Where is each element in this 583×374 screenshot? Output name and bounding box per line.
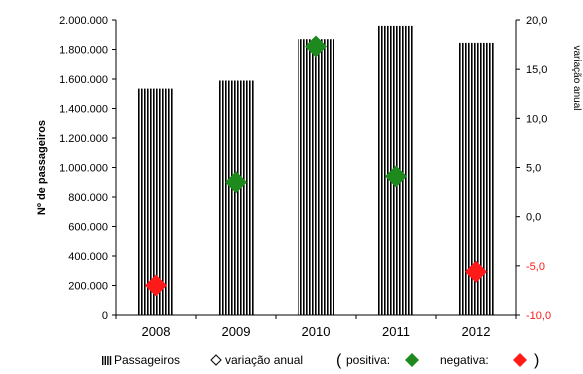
left-tick-label: 1.600.000 bbox=[59, 74, 108, 86]
left-tick-label: 1.000.000 bbox=[59, 163, 108, 175]
right-tick-label: -10,0 bbox=[526, 310, 551, 322]
x-tick-label: 2008 bbox=[142, 324, 171, 339]
right-tick-label: 10,0 bbox=[526, 113, 547, 125]
axes-layer bbox=[112, 19, 520, 319]
variacao-marker-2009 bbox=[225, 171, 247, 194]
right-tick-label: 5,0 bbox=[526, 163, 541, 175]
legend-bar-swatch bbox=[107, 356, 109, 365]
left-tick-label: 1.400.000 bbox=[59, 104, 108, 116]
variacao-marker-2012 bbox=[465, 260, 487, 283]
right-tick-label: 15,0 bbox=[526, 64, 547, 76]
legend-negativa-label: negativa: bbox=[440, 353, 489, 367]
x-tick-label: 2011 bbox=[382, 324, 410, 339]
x-tick-label: 2009 bbox=[222, 324, 251, 339]
bars-layer bbox=[138, 25, 494, 316]
legend-bar-swatch bbox=[104, 356, 106, 365]
left-axis-title: Nº de passageiros bbox=[36, 120, 48, 215]
left-tick-label: 200.000 bbox=[68, 281, 108, 293]
left-tick-label: 800.000 bbox=[68, 192, 108, 204]
left-tick-label: 400.000 bbox=[68, 251, 108, 263]
left-tick-label: 0 bbox=[102, 310, 108, 322]
right-tick-label: 0,0 bbox=[526, 212, 541, 224]
legend-positiva-label: positiva: bbox=[346, 353, 390, 367]
variacao-marker-2010 bbox=[305, 35, 327, 58]
legend-bar-swatch bbox=[109, 356, 112, 365]
legend-open-diamond-icon bbox=[210, 354, 222, 366]
right-tick-label: -5,0 bbox=[526, 261, 545, 273]
legend-passageiros-label: Passageiros bbox=[114, 353, 180, 367]
bar-passageiros-2009 bbox=[218, 80, 254, 315]
markers-layer bbox=[145, 35, 487, 297]
left-tick-label: 600.000 bbox=[68, 222, 108, 234]
legend-bar-swatch bbox=[102, 356, 104, 365]
legend-close-paren: ) bbox=[534, 352, 539, 369]
x-tick-label: 2010 bbox=[302, 324, 331, 339]
bar-passageiros-2010 bbox=[298, 39, 334, 315]
left-tick-label: 1.800.000 bbox=[59, 45, 108, 57]
labels-layer: 0 200.000 400.000 600.000 800.000 1.000.000 1.… bbox=[36, 15, 582, 339]
right-axis-title: variação anual bbox=[571, 45, 582, 110]
legend-negativa-diamond-icon bbox=[513, 353, 527, 367]
legend-open-paren: ( bbox=[336, 352, 342, 369]
left-tick-label: 2.000.000 bbox=[59, 15, 108, 27]
legend-variacao-label: variação anual bbox=[225, 353, 303, 367]
legend: Passageiros variação anual ( positiva: negat… bbox=[102, 352, 539, 369]
x-tick-label: 2012 bbox=[462, 324, 491, 339]
legend-positiva-diamond-icon bbox=[405, 353, 419, 367]
left-tick-label: 1.200.000 bbox=[59, 133, 108, 145]
right-tick-label: 20,0 bbox=[526, 15, 547, 27]
variacao-marker-2011 bbox=[385, 165, 407, 188]
variacao-marker-2008 bbox=[145, 274, 167, 297]
